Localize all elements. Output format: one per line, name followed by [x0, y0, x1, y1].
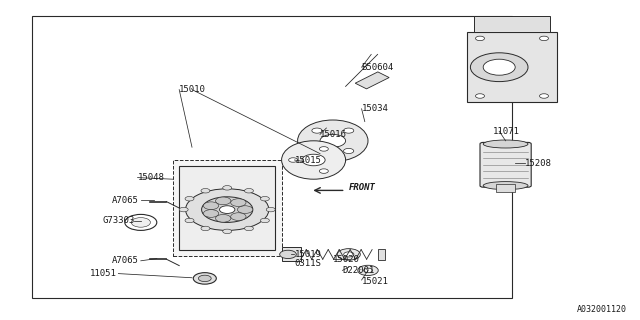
Text: A7065: A7065 [112, 196, 139, 204]
Circle shape [204, 210, 219, 217]
Circle shape [540, 36, 548, 41]
Text: 15020: 15020 [333, 255, 360, 264]
Circle shape [358, 265, 378, 276]
Bar [474, 16, 550, 32]
Ellipse shape [298, 120, 368, 162]
Text: A032001120: A032001120 [577, 305, 627, 314]
Circle shape [364, 268, 372, 273]
Circle shape [216, 214, 231, 222]
Circle shape [344, 128, 354, 133]
Circle shape [319, 169, 328, 173]
Circle shape [312, 128, 322, 133]
Circle shape [185, 218, 194, 223]
Text: 15048: 15048 [138, 173, 164, 182]
Circle shape [476, 36, 484, 41]
Circle shape [185, 196, 194, 201]
Circle shape [312, 148, 322, 154]
Text: 11071: 11071 [493, 127, 520, 136]
Circle shape [344, 148, 354, 154]
Circle shape [201, 188, 210, 193]
Circle shape [179, 207, 188, 212]
Bar [496, 184, 515, 192]
Circle shape [260, 196, 269, 201]
Ellipse shape [483, 140, 528, 148]
Circle shape [220, 206, 235, 213]
Text: 15010: 15010 [179, 85, 206, 94]
Circle shape [483, 59, 515, 75]
Ellipse shape [282, 141, 346, 179]
Bar [355, 72, 389, 89]
Circle shape [344, 252, 354, 257]
FancyBboxPatch shape [480, 142, 531, 187]
Text: G73303: G73303 [102, 216, 134, 225]
Text: 15034: 15034 [362, 104, 388, 113]
Text: 15021: 15021 [362, 277, 388, 286]
Bar [467, 32, 557, 102]
Circle shape [319, 147, 328, 151]
Bar [282, 247, 301, 261]
Circle shape [244, 226, 253, 231]
Circle shape [280, 250, 296, 259]
Circle shape [289, 158, 298, 162]
Text: D22001: D22001 [342, 266, 374, 275]
Circle shape [198, 275, 211, 282]
Bar [179, 166, 275, 250]
Text: 15016: 15016 [320, 130, 347, 139]
Text: 15019: 15019 [294, 250, 321, 259]
Circle shape [201, 226, 210, 231]
Circle shape [320, 134, 346, 147]
Circle shape [186, 189, 269, 230]
Circle shape [230, 199, 246, 206]
Circle shape [237, 206, 253, 213]
Text: 15208: 15208 [525, 159, 552, 168]
Circle shape [131, 218, 150, 227]
Circle shape [476, 94, 484, 98]
Text: 0311S: 0311S [294, 260, 321, 268]
Bar [32, 16, 512, 298]
Text: A7065: A7065 [112, 256, 139, 265]
Circle shape [230, 213, 246, 220]
Bar [173, 160, 282, 256]
Bar [378, 249, 385, 260]
Text: 15015: 15015 [294, 156, 321, 164]
Circle shape [302, 154, 325, 166]
Circle shape [260, 218, 269, 223]
Circle shape [223, 229, 232, 234]
Circle shape [204, 202, 219, 210]
Ellipse shape [483, 182, 528, 189]
Circle shape [470, 53, 528, 82]
Text: 11051: 11051 [90, 269, 116, 278]
Circle shape [244, 188, 253, 193]
Circle shape [337, 249, 360, 260]
Circle shape [193, 273, 216, 284]
Circle shape [202, 197, 253, 222]
Circle shape [223, 186, 232, 190]
Text: B50604: B50604 [362, 63, 394, 72]
Circle shape [266, 207, 275, 212]
Circle shape [540, 94, 548, 98]
Circle shape [216, 197, 231, 205]
Text: FRONT: FRONT [349, 183, 376, 192]
